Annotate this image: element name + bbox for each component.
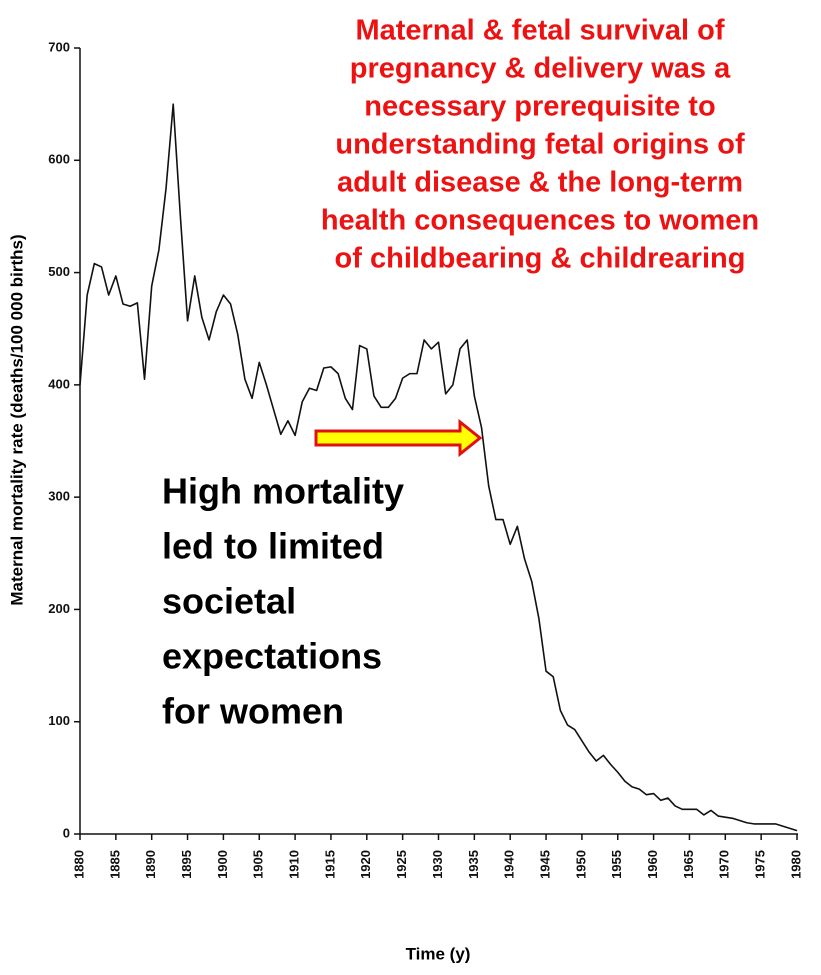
black-annotation: for women — [162, 691, 344, 732]
black-annotation: led to limited — [162, 526, 384, 567]
red-annotation: pregnancy & delivery was a — [350, 53, 731, 85]
arrow — [314, 418, 483, 458]
x-tick-label: 1880 — [71, 850, 86, 879]
data-line — [79, 103, 798, 832]
x-tick-label: 1885 — [107, 850, 122, 879]
y-tick-label: 400 — [48, 376, 70, 391]
y-tick-label: 700 — [48, 39, 70, 54]
y-tick-label: 200 — [48, 601, 70, 616]
x-tick-label: 1960 — [645, 850, 660, 879]
x-tick-label: 1890 — [143, 850, 158, 879]
x-tick-label: 1975 — [753, 850, 768, 879]
x-tick-label: 1950 — [573, 850, 588, 879]
red-annotation: understanding fetal origins of — [335, 129, 745, 161]
x-tick-label: 1965 — [681, 850, 696, 879]
red-annotation: adult disease & the long-term — [337, 167, 743, 199]
x-tick-label: 1920 — [358, 850, 373, 879]
y-tick-label: 500 — [48, 264, 70, 279]
x-tick-label: 1900 — [215, 850, 230, 879]
x-tick-label: 1980 — [788, 850, 803, 879]
y-tick-label: 0 — [63, 825, 70, 840]
black-annotation: High mortality — [162, 471, 404, 512]
x-tick-label: 1955 — [609, 850, 624, 879]
x-tick-label: 1945 — [537, 850, 552, 879]
y-tick-label: 600 — [48, 152, 70, 167]
x-tick-label: 1910 — [287, 850, 302, 879]
y-tick-label: 300 — [48, 489, 70, 504]
black-annotation: societal — [162, 581, 296, 622]
black-annotation: expectations — [162, 636, 382, 677]
x-axis-label: Time (y) — [406, 944, 471, 963]
x-tick-label: 1930 — [430, 850, 445, 879]
red-annotation: necessary prerequisite to — [364, 91, 715, 123]
red-annotation: Maternal & fetal survival of — [355, 15, 724, 47]
y-axis-label: Maternal mortality rate (deaths/100 000 … — [7, 234, 26, 605]
x-tick-label: 1935 — [466, 850, 481, 879]
red-annotation: of childbearing & childrearing — [335, 243, 746, 275]
y-tick-label: 100 — [48, 713, 70, 728]
x-tick-label: 1940 — [502, 850, 517, 879]
red-annotation: health consequences to women — [321, 205, 759, 237]
x-tick-label: 1970 — [717, 850, 732, 879]
x-tick-label: 1905 — [251, 850, 266, 879]
x-tick-label: 1895 — [179, 850, 194, 879]
x-tick-label: 1915 — [322, 850, 337, 879]
x-tick-label: 1925 — [394, 850, 409, 879]
